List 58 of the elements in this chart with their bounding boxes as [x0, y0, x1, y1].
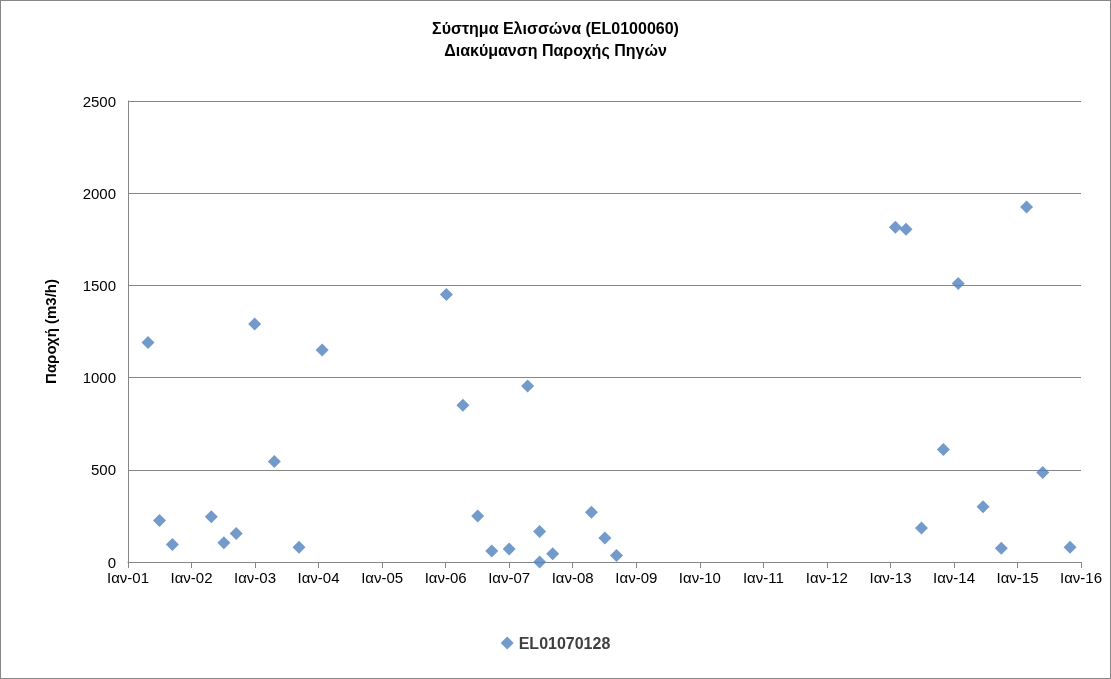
x-tick-label: Ιαν-10 [678, 569, 721, 586]
point [888, 220, 902, 234]
point [267, 455, 281, 468]
point [899, 222, 913, 236]
chart-subtitle: Διακύμανση Παροχής Πηγών [444, 41, 667, 60]
point [315, 343, 329, 357]
point [292, 540, 306, 554]
point [533, 525, 547, 539]
y-tick-label: 0 [107, 553, 116, 571]
point [217, 536, 231, 550]
legend-label: EL01070128 [518, 634, 611, 652]
point [584, 505, 598, 519]
point [976, 500, 990, 514]
point [1063, 540, 1077, 554]
x-tick-label: Ιαν-13 [869, 569, 912, 586]
point [533, 555, 547, 569]
point [456, 398, 470, 412]
point [546, 547, 560, 561]
x-tick-label: Ιαν-07 [488, 569, 531, 586]
point [1020, 200, 1034, 214]
point [502, 542, 516, 556]
x-tick-label: Ιαν-03 [233, 569, 277, 586]
point [521, 379, 535, 393]
point [914, 521, 928, 535]
point [248, 317, 262, 331]
point [994, 541, 1008, 555]
chart-title: Σύστημα Ελισσώνα (EL0100060) [432, 19, 679, 37]
point [152, 514, 166, 528]
y-tick-label: 2500 [82, 92, 116, 110]
x-tick-label: Ιαν-12 [805, 569, 848, 586]
x-tick-label: Ιαν-02 [170, 569, 213, 586]
point [165, 537, 179, 551]
x-tick-label: Ιαν-09 [615, 569, 658, 586]
point [1036, 466, 1050, 480]
point [141, 336, 155, 350]
point [951, 277, 965, 291]
x-tick-label: Ιαν-04 [297, 569, 340, 586]
point [610, 549, 623, 563]
y-tick-label: 2000 [82, 184, 116, 202]
point [204, 510, 218, 524]
x-tick-label: Ιαν-08 [551, 569, 594, 586]
x-tick-label: Ιαν-16 [1059, 569, 1103, 586]
x-tick-label: Ιαν-01 [106, 569, 150, 586]
point [229, 526, 243, 540]
point [936, 443, 950, 457]
y-axis-title: Παροχή (m3/h) [42, 279, 59, 384]
x-tick-label: Ιαν-11 [742, 569, 784, 586]
x-tick-label: Ιαν-06 [424, 569, 467, 586]
point [471, 509, 485, 523]
y-tick-label: 1000 [82, 369, 116, 387]
x-tick-label: Ιαν-05 [361, 569, 404, 586]
point [485, 544, 499, 558]
point [439, 288, 453, 302]
y-tick-label: 500 [90, 461, 116, 479]
x-tick-label: Ιαν-14 [932, 569, 976, 586]
y-tick-label: 1500 [82, 276, 116, 294]
point [598, 531, 612, 545]
x-tick-label: Ιαν-15 [996, 569, 1039, 586]
